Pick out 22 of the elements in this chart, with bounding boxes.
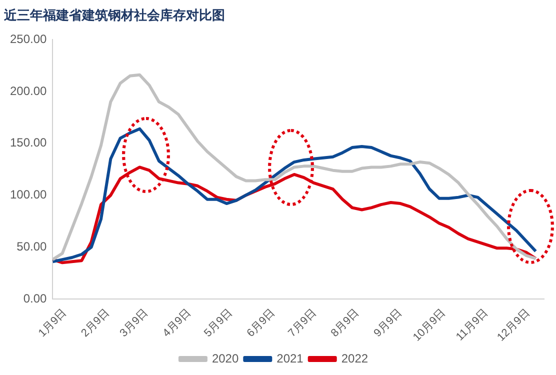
x-tick-label: 8月9日 [328,306,362,340]
y-tick-label: 100.00 [10,188,48,202]
chart-title: 近三年福建省建筑钢材社会库存对比图 [3,7,225,22]
x-tick-label: 5月9日 [202,306,235,340]
x-tick-label: 9月9日 [372,306,404,340]
legend-label: 2022 [341,351,368,366]
y-tick-label: 200.00 [10,84,48,98]
x-tick-label: 7月9日 [286,306,319,340]
y-tick-label: 0.00 [23,291,48,306]
y-tick-label: 250.00 [10,32,48,46]
x-tick-label: 4月9日 [160,306,194,340]
x-tick-label: 12月9日 [495,306,532,344]
y-tick-label: 150.00 [10,136,48,150]
x-tick-label: 6月9日 [244,306,278,340]
x-tick-label: 10月9日 [410,306,448,344]
legend-label: 2021 [276,351,304,366]
x-tick-label: 3月9日 [118,306,150,340]
legend-label: 2020 [212,351,239,366]
x-tick-label: 2月9日 [79,306,112,340]
y-tick-label: 50.00 [16,239,48,254]
x-tick-label: 1月9日 [36,306,70,340]
x-tick-label: 11月9日 [454,306,490,344]
